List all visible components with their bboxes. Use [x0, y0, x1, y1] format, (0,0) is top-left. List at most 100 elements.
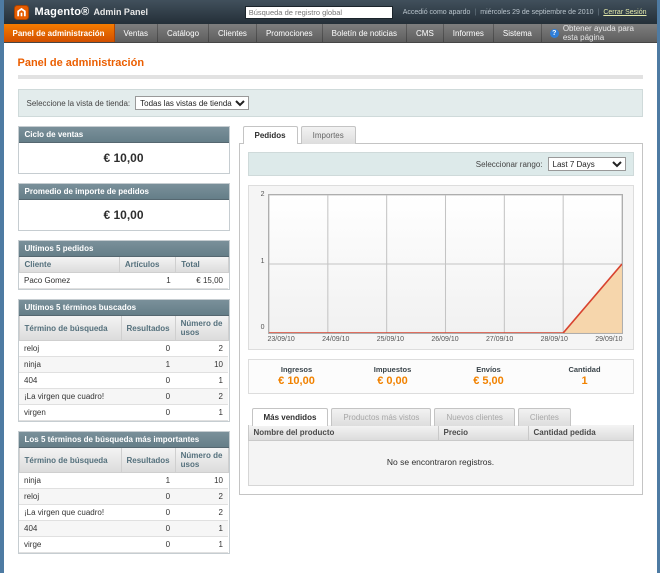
column-header[interactable]: Resultados — [121, 448, 175, 473]
cell-results: 0 — [121, 405, 175, 421]
column-header[interactable]: Artículos — [119, 257, 175, 273]
table-row[interactable]: 404 0 1 — [19, 521, 228, 537]
nav-item-cms[interactable]: CMS — [407, 24, 444, 42]
cell-term: ninja — [19, 473, 121, 489]
chart-tabs: Pedidos Importes — [239, 126, 643, 143]
tab-orders[interactable]: Pedidos — [243, 126, 298, 144]
global-search-input[interactable] — [245, 6, 393, 19]
column-header[interactable]: Resultados — [121, 316, 175, 341]
store-view-select[interactable]: Todas las vistas de tienda — [135, 96, 249, 110]
cell-customer: Paco Gomez — [19, 273, 119, 289]
cell-term: reloj — [19, 489, 121, 505]
cell-results: 0 — [121, 341, 175, 357]
cell-uses: 1 — [175, 537, 228, 553]
admin-page: Magento® Admin Panel Accedió como apardo… — [4, 0, 657, 573]
cell-term: ¡La virgen que cuadro! — [19, 389, 121, 405]
nav-item-customers[interactable]: Clientes — [209, 24, 257, 42]
table-row[interactable]: Paco Gomez 1 € 15,00 — [19, 273, 228, 289]
top-search-box: Los 5 términos de búsqueda más important… — [18, 431, 230, 554]
nav-item-system[interactable]: Sistema — [494, 24, 542, 42]
table-row[interactable]: ninja 1 10 — [19, 357, 228, 373]
table-row[interactable]: 404 0 1 — [19, 373, 228, 389]
table-row[interactable]: ¡La virgen que cuadro! 0 2 — [19, 505, 228, 521]
cell-results: 0 — [121, 521, 175, 537]
tab-new-customers[interactable]: Nuevos clientes — [434, 408, 514, 426]
average-orders-value: € 10,00 — [19, 200, 229, 230]
last-orders-title: Ultimos 5 pedidos — [19, 241, 229, 257]
cell-items: 1 — [119, 273, 175, 289]
cell-uses: 10 — [175, 473, 228, 489]
x-tick-label: 29/09/10 — [595, 336, 622, 343]
average-orders-title: Promedio de importe de pedidos — [19, 184, 229, 200]
nav-item-promotions[interactable]: Promociones — [257, 24, 323, 42]
total-value: € 5,00 — [441, 375, 537, 387]
cell-term: virge — [19, 537, 121, 553]
logout-link[interactable]: Cerrar Sesión — [603, 9, 646, 16]
cell-uses: 2 — [175, 505, 228, 521]
range-select[interactable]: Last 7 Days — [548, 157, 626, 171]
column-header[interactable]: Total — [176, 257, 228, 273]
current-date: miércoles 29 de septiembre de 2010 — [480, 9, 593, 16]
x-tick-label: 27/09/10 — [486, 336, 513, 343]
total-label: Ingresos — [249, 365, 345, 374]
help-link[interactable]: ? Obtener ayuda para esta página — [542, 24, 657, 42]
brand-suffix: Admin Panel — [93, 7, 148, 17]
table-row[interactable]: reloj 0 2 — [19, 489, 228, 505]
separator: | — [597, 9, 599, 16]
column-header[interactable]: Número de usos — [175, 316, 228, 341]
last-search-table: Término de búsqueda Resultados Número de… — [19, 316, 229, 421]
logged-in-as: Accedió como apardo — [403, 9, 471, 16]
separator: | — [474, 9, 476, 16]
nav-item-catalog[interactable]: Catálogo — [158, 24, 209, 42]
last-orders-table: Cliente Artículos Total Paco Gomez 1 € 1… — [19, 257, 229, 289]
nav-item-dashboard[interactable]: Panel de administración — [4, 24, 115, 42]
cell-uses: 1 — [175, 405, 228, 421]
x-tick-label: 25/09/10 — [377, 336, 404, 343]
column-header[interactable]: Número de usos — [175, 448, 228, 473]
column-header[interactable]: Término de búsqueda — [19, 316, 121, 341]
column-header[interactable]: Cliente — [19, 257, 119, 273]
cell-results: 0 — [121, 489, 175, 505]
table-row[interactable]: virge 0 1 — [19, 537, 228, 553]
table-row[interactable]: reloj 0 2 — [19, 341, 228, 357]
orders-chart: 210 23/09/1024/09/1025/09/1026/09/1027/0… — [248, 185, 634, 350]
table-row[interactable]: ¡La virgen que cuadro! 0 2 — [19, 389, 228, 405]
column-header[interactable]: Cantidad pedida — [528, 425, 633, 441]
cell-results: 0 — [121, 373, 175, 389]
cell-results: 0 — [121, 537, 175, 553]
column-header[interactable]: Término de búsqueda — [19, 448, 121, 473]
chart-x-labels: 23/09/1024/09/1025/09/1026/09/1027/09/10… — [268, 336, 623, 343]
total-label: Cantidad — [537, 365, 633, 374]
table-row[interactable]: virgen 0 1 — [19, 405, 228, 421]
tab-most-viewed[interactable]: Productos más vistos — [331, 408, 431, 426]
grid-tabs: Más vendidos Productos más vistos Nuevos… — [248, 408, 634, 425]
cell-term: ninja — [19, 357, 121, 373]
column-header[interactable]: Precio — [438, 425, 528, 441]
range-label: Seleccionar rango: — [476, 160, 543, 169]
cell-uses: 2 — [175, 341, 228, 357]
x-tick-label: 26/09/10 — [431, 336, 458, 343]
nav-item-reports[interactable]: Informes — [444, 24, 494, 42]
x-tick-label: 23/09/10 — [268, 336, 295, 343]
tab-bestsellers[interactable]: Más vendidos — [252, 408, 329, 426]
nav-item-sales[interactable]: Ventas — [115, 24, 158, 42]
tab-amounts[interactable]: Importes — [301, 126, 356, 144]
tab-customers[interactable]: Clientes — [518, 408, 571, 426]
cell-term: 404 — [19, 521, 121, 537]
cell-uses: 2 — [175, 489, 228, 505]
store-view-label: Seleccione la vista de tienda: — [27, 99, 131, 108]
totals-bar: Ingresos € 10,00 Impuestos € 0,00 Envíos… — [248, 359, 634, 394]
store-view-bar: Seleccione la vista de tienda: Todas las… — [18, 89, 643, 117]
total-value: € 10,00 — [249, 375, 345, 387]
cell-uses: 2 — [175, 389, 228, 405]
nav-item-newsletter[interactable]: Boletín de noticias — [323, 24, 407, 42]
content-area: Panel de administración Seleccione la vi… — [4, 43, 657, 573]
cell-term: reloj — [19, 341, 121, 357]
dashboard-sidebar: Ciclo de ventas € 10,00 Promedio de impo… — [18, 126, 230, 563]
column-header[interactable]: Nombre del producto — [248, 425, 438, 441]
table-row[interactable]: ninja 1 10 — [19, 473, 228, 489]
cell-uses: 10 — [175, 357, 228, 373]
total-shipping: Envíos € 5,00 — [441, 365, 537, 387]
cell-results: 1 — [121, 357, 175, 373]
chart-y-labels: 210 — [255, 191, 268, 331]
